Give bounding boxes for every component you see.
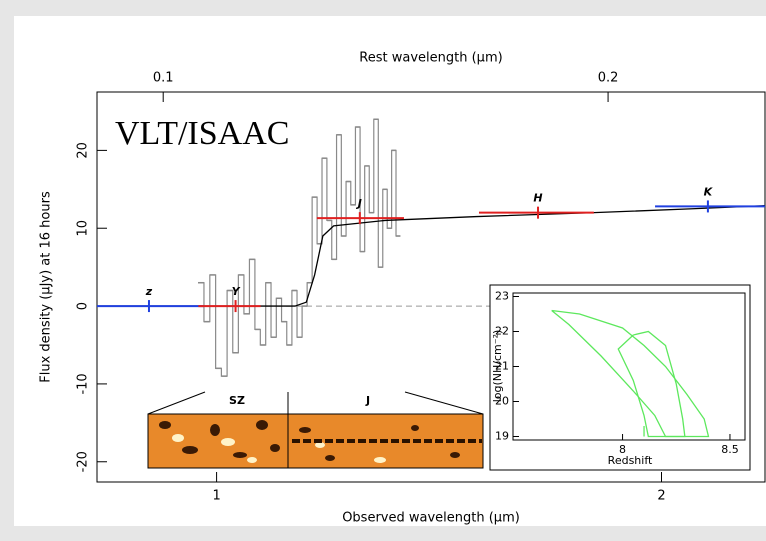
x2-tick-label: 0.2	[598, 71, 619, 86]
band-label: z	[145, 285, 153, 298]
y-tick-label: -10	[76, 373, 91, 394]
cutout-label: J	[365, 394, 370, 407]
band-label: H	[533, 192, 542, 205]
band-label: Y	[232, 285, 241, 298]
y-tick-label: 20	[76, 142, 91, 159]
x2-tick-label: 0.1	[153, 71, 174, 86]
inset-y-tick-label: 19	[495, 430, 509, 443]
inset-y-tick-label: 23	[495, 290, 509, 303]
x-tick-label: 1	[212, 489, 220, 504]
page: Observed wavelength (μm) Rest wavelength…	[0, 0, 766, 541]
inset-x-label: Redshift	[608, 454, 653, 467]
chart: Observed wavelength (μm) Rest wavelength…	[0, 0, 766, 541]
band-label: K	[704, 185, 714, 198]
annotation: VLT/ISAAC	[115, 115, 289, 152]
inset-x-tick-label: 8.5	[721, 443, 739, 456]
inset-y-label: log(NH/cm⁻²)	[491, 330, 504, 403]
y-tick-label: -20	[76, 451, 91, 472]
y-tick-label: 10	[76, 220, 91, 237]
x2-axis-label: Rest wavelength (μm)	[359, 51, 502, 66]
y-axis-label: Flux density (μJy) at 16 hours	[39, 191, 54, 383]
cutout-label: SZ	[229, 394, 245, 407]
y-tick-label: 0	[76, 302, 91, 310]
x-axis-label: Observed wavelength (μm)	[342, 511, 520, 526]
x-tick-label: 2	[657, 489, 665, 504]
